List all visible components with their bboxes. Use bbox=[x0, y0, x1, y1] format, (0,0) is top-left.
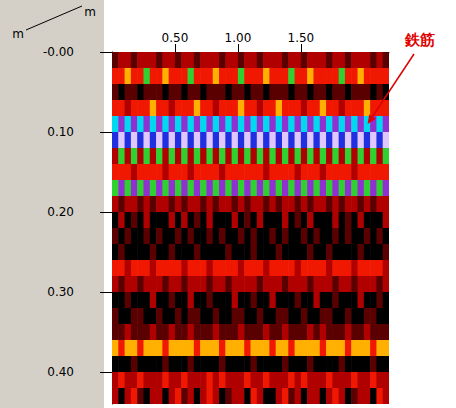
svg-text:1.00: 1.00 bbox=[225, 31, 252, 45]
svg-text:0.50: 0.50 bbox=[162, 31, 189, 45]
svg-text:0.10: 0.10 bbox=[47, 125, 74, 139]
svg-text:0.20: 0.20 bbox=[47, 205, 74, 219]
svg-text:0.30: 0.30 bbox=[47, 285, 74, 299]
svg-text:m: m bbox=[12, 27, 24, 41]
svg-text:-0.00: -0.00 bbox=[43, 45, 74, 59]
svg-text:1.50: 1.50 bbox=[288, 31, 315, 45]
svg-text:0.40: 0.40 bbox=[47, 365, 74, 379]
svg-text:m: m bbox=[84, 5, 96, 19]
svg-text:鉄筋: 鉄筋 bbox=[404, 31, 435, 49]
